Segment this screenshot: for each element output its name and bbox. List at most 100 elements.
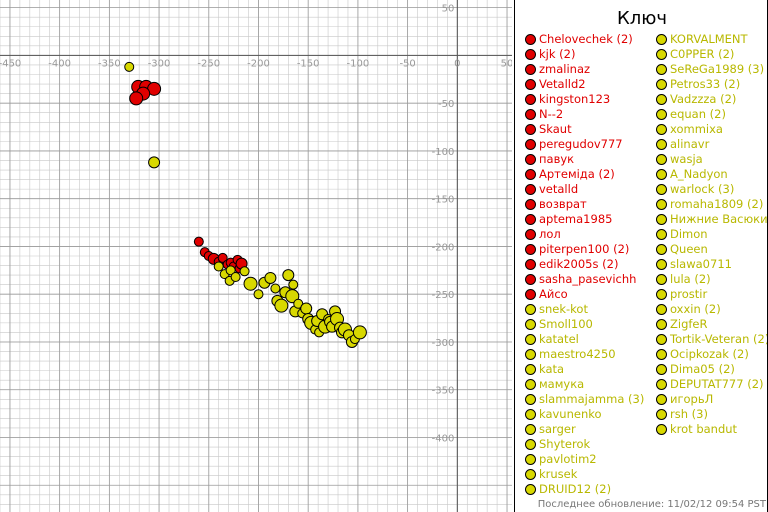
- x-tick-label: -300: [148, 58, 171, 69]
- legend-item: KORVALMENT: [656, 32, 767, 47]
- legend-label: Smoll100: [539, 317, 593, 331]
- y-tick-label: -300: [432, 338, 455, 349]
- legend-label: snek-kot: [539, 302, 588, 316]
- y-tick-label: -250: [432, 290, 455, 301]
- legend-label: Ocipkozak (2): [670, 347, 749, 361]
- legend-item: romaha1809 (2): [656, 197, 767, 212]
- legend-marker-icon: [525, 94, 536, 105]
- data-point: [300, 302, 313, 315]
- legend-item: N--2: [525, 107, 644, 122]
- legend-label: N--2: [539, 107, 564, 121]
- x-tick-label: -400: [48, 58, 71, 69]
- legend-label: A_Nadyon: [670, 167, 728, 181]
- legend-label: edik2005s (2): [539, 257, 619, 271]
- legend-label: Нижние Васюки: [670, 212, 768, 226]
- data-point: [239, 266, 250, 277]
- legend-label: игорьЛ: [670, 392, 714, 406]
- legend-item: возврат: [525, 197, 644, 212]
- x-tick-label: -450: [0, 58, 21, 69]
- legend-marker-icon: [525, 289, 536, 300]
- legend-marker-icon: [656, 154, 667, 165]
- legend-marker-icon: [656, 289, 667, 300]
- legend-marker-icon: [525, 364, 536, 375]
- legend-label: Dimon: [670, 227, 708, 241]
- legend-label: zmalinaz: [539, 62, 591, 76]
- legend-item: lula (2): [656, 272, 767, 287]
- legend-item: Tortik-Veteran (2): [656, 332, 767, 347]
- legend-column-2: KORVALMENT C0PPER (2) SeReGa1989 (3) Petros…: [656, 32, 768, 437]
- data-point: [213, 261, 224, 272]
- legend-item: krusek: [525, 467, 644, 482]
- legend-item: slammajamma (3): [525, 392, 644, 407]
- legend-marker-icon: [525, 439, 536, 450]
- legend-marker-icon: [656, 94, 667, 105]
- legend-label: rsh (3): [670, 407, 708, 421]
- legend-marker-icon: [656, 274, 667, 285]
- legend-marker-icon: [525, 199, 536, 210]
- legend-marker-icon: [525, 409, 536, 420]
- legend-label: peregudov777: [539, 137, 623, 151]
- legend-item: Dima05 (2): [656, 362, 767, 377]
- legend-item: zmalinaz: [525, 62, 644, 77]
- legend-item: Skaut: [525, 122, 644, 137]
- legend-marker-icon: [525, 454, 536, 465]
- legend-marker-icon: [525, 349, 536, 360]
- legend-label: лол: [539, 227, 561, 241]
- legend-item: павук: [525, 152, 644, 167]
- legend-item: A_Nadyon: [656, 167, 767, 182]
- y-tick-label: -350: [432, 386, 455, 397]
- y-tick-label: -150: [432, 195, 455, 206]
- data-point: [285, 289, 300, 304]
- legend-item: Артеміда (2): [525, 167, 644, 182]
- legend-item: C0PPER (2): [656, 47, 767, 62]
- legend-marker-icon: [525, 139, 536, 150]
- legend-label: Vetalld2: [539, 77, 586, 91]
- x-tick-label: -50: [399, 58, 415, 69]
- x-tick-label: 0: [454, 58, 460, 69]
- legend-marker-icon: [656, 79, 667, 90]
- legend-marker-icon: [525, 379, 536, 390]
- legend-marker-icon: [656, 139, 667, 150]
- legend-label: alinavr: [670, 137, 710, 151]
- legend-marker-icon: [656, 334, 667, 345]
- legend-marker-icon: [525, 304, 536, 315]
- legend-item: SeReGa1989 (3): [656, 62, 767, 77]
- legend-marker-icon: [656, 304, 667, 315]
- legend-item: kavunenko: [525, 407, 644, 422]
- legend-marker-icon: [656, 184, 667, 195]
- legend-item: игорьЛ: [656, 392, 767, 407]
- legend-label: kingston123: [539, 92, 611, 106]
- scatter-plot: -450 -400 -350 -300 -250 -200 -150 -100 -50 0 50 50…: [0, 0, 512, 512]
- legend-label: aptema1985: [539, 212, 613, 226]
- legend-label: katatel: [539, 332, 579, 346]
- legend-marker-icon: [525, 124, 536, 135]
- legend-item: мамука: [525, 377, 644, 392]
- legend-label: xommixa: [670, 122, 723, 136]
- data-point: [352, 325, 367, 340]
- legend-title: Ключ: [616, 8, 668, 29]
- legend-marker-icon: [656, 229, 667, 240]
- legend-item: kingston123: [525, 92, 644, 107]
- y-tick-label: -100: [432, 147, 455, 158]
- legend-label: prostir: [670, 287, 708, 301]
- legend-item: maestro4250: [525, 347, 644, 362]
- legend-item: Queen: [656, 242, 767, 257]
- legend-label: Артеміда (2): [539, 167, 615, 181]
- legend-marker-icon: [525, 244, 536, 255]
- legend-item: kjk (2): [525, 47, 644, 62]
- legend-marker-icon: [525, 109, 536, 120]
- legend-marker-icon: [656, 64, 667, 75]
- legend-item: ZigfeR: [656, 317, 767, 332]
- legend-item: peregudov777: [525, 137, 644, 152]
- legend-item: alinavr: [656, 137, 767, 152]
- legend-marker-icon: [525, 469, 536, 480]
- legend-marker-icon: [656, 409, 667, 420]
- legend-marker-icon: [525, 259, 536, 270]
- legend-label: Dima05 (2): [670, 362, 735, 376]
- legend-label: krot bandut: [670, 422, 738, 436]
- legend-item: aptema1985: [525, 212, 644, 227]
- data-point: [274, 298, 289, 313]
- legend-item: DRUID12 (2): [525, 482, 644, 497]
- legend-marker-icon: [656, 124, 667, 135]
- legend-marker-icon: [656, 349, 667, 360]
